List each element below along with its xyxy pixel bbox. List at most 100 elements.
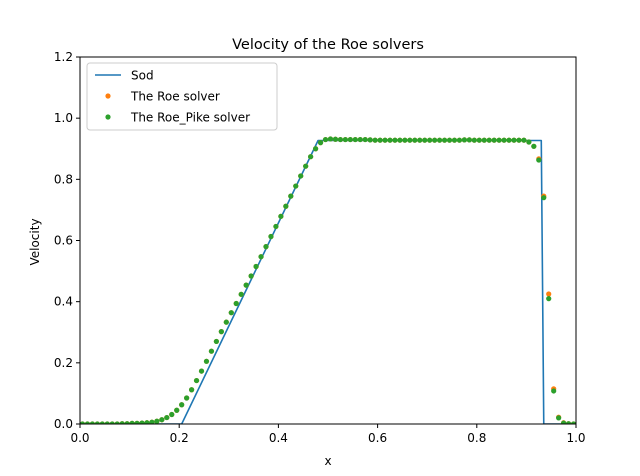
data-point: [362, 136, 368, 143]
data-point: [317, 140, 324, 146]
data-point: [417, 137, 423, 143]
y-tick-label: 0.2: [54, 356, 73, 370]
y-tick-label: 0.4: [54, 295, 73, 309]
data-point: [104, 421, 110, 424]
data-point: [213, 338, 219, 345]
data-point: [203, 358, 210, 364]
data-point: [372, 137, 378, 143]
x-tick-label: 0.2: [170, 431, 189, 445]
data-point: [506, 137, 512, 143]
data-point: [392, 137, 398, 143]
axes: 0.0 0.2 0.4 0.6 0.8 1.0 0.0 0.2 0.4 0.6 0.8 1.0 1.2: [54, 50, 586, 445]
data-point: [198, 368, 205, 374]
data-point: [347, 136, 353, 143]
data-point: [248, 273, 254, 279]
plot-area: [80, 136, 576, 424]
y-tick-label: 1.2: [54, 50, 73, 64]
data-point: [283, 203, 289, 209]
data-point: [164, 414, 170, 421]
data-point: [516, 137, 522, 143]
legend: Sod The Roe solver The Roe_Pike solver: [86, 62, 278, 131]
data-point: [80, 421, 86, 424]
x-axis-label: x: [324, 454, 331, 468]
data-point: [218, 329, 224, 335]
data-point: [437, 137, 443, 143]
plot-content: [80, 136, 576, 424]
y-axis-label: Velocity: [28, 218, 42, 265]
data-point: [397, 137, 403, 143]
data-point: [456, 137, 463, 143]
data-point: [546, 296, 552, 302]
data-point: [412, 137, 418, 143]
data-point: [278, 213, 284, 219]
data-point: [184, 395, 190, 401]
x-tick-label: 0.0: [70, 431, 89, 445]
data-point: [208, 348, 215, 354]
data-point: [541, 195, 547, 201]
y-tick-label: 0.0: [54, 417, 73, 431]
data-point: [159, 417, 165, 423]
data-point: [154, 418, 160, 424]
data-point: [99, 421, 105, 424]
data-point: [313, 146, 319, 152]
data-point: [367, 137, 373, 143]
data-point: [556, 415, 562, 421]
data-point: [144, 420, 150, 424]
data-point: [486, 137, 492, 143]
x-tick-label: 0.8: [467, 431, 486, 445]
data-point: [129, 420, 135, 424]
y-tick-label: 1.0: [54, 111, 73, 125]
data-point: [238, 291, 244, 297]
data-point: [149, 419, 155, 424]
data-point: [119, 421, 125, 424]
x-tick-label: 1.0: [566, 431, 585, 445]
data-point: [293, 183, 299, 189]
data-point: [466, 137, 472, 143]
legend-point-marker: [105, 93, 111, 99]
data-point: [332, 136, 339, 142]
data-point: [501, 137, 507, 143]
data-point: [342, 136, 348, 143]
data-point: [303, 163, 309, 169]
data-point: [273, 223, 279, 230]
data-point: [327, 136, 334, 142]
data-point: [308, 154, 314, 160]
data-point: [407, 137, 413, 143]
data-point: [536, 157, 542, 163]
data-point: [546, 291, 552, 297]
data-point: [253, 263, 259, 270]
data-point: [387, 137, 393, 143]
data-point: [521, 137, 527, 143]
data-point: [139, 420, 145, 424]
data-point: [377, 137, 383, 143]
data-point: [89, 421, 95, 424]
data-point: [422, 137, 428, 143]
data-point: [193, 377, 200, 384]
data-point: [134, 420, 140, 424]
data-point: [124, 421, 130, 424]
data-point: [223, 319, 229, 325]
data-point: [446, 137, 453, 143]
data-point: [551, 388, 557, 394]
data-point: [432, 137, 438, 143]
data-point: [258, 254, 264, 260]
data-point: [169, 411, 175, 418]
data-point: [94, 421, 100, 424]
legend-point-marker: [105, 114, 111, 120]
data-point: [174, 407, 180, 413]
data-point: [461, 137, 467, 143]
data-point: [357, 136, 363, 143]
legend-label: The Roe_Pike solver: [130, 111, 250, 125]
data-point: [263, 244, 269, 250]
data-point: [491, 137, 497, 143]
data-point: [322, 136, 329, 143]
data-point: [511, 137, 517, 143]
data-point: [109, 421, 115, 424]
data-point: [481, 137, 487, 143]
data-point: [565, 421, 572, 424]
data-point: [84, 421, 91, 424]
data-point: [570, 421, 576, 424]
data-point: [288, 193, 294, 199]
data-point: [352, 136, 358, 143]
chart-title: Velocity of the Roe solvers: [232, 37, 424, 53]
